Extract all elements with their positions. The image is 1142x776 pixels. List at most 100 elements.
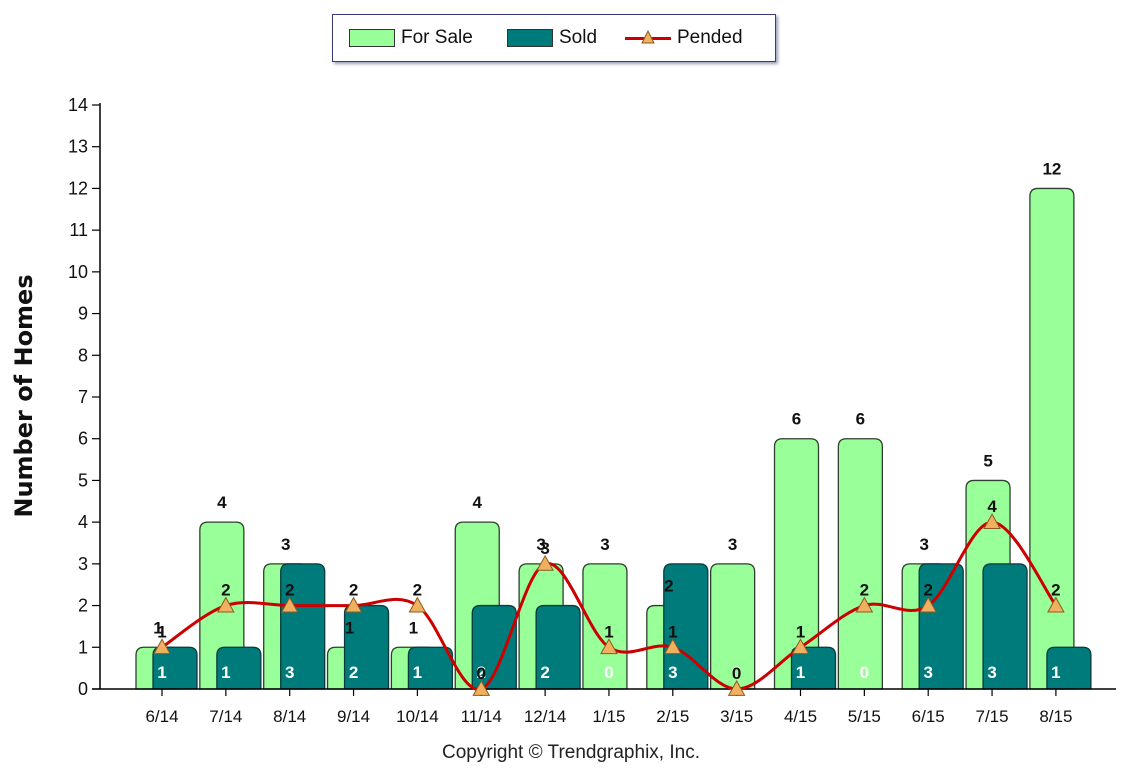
for-sale-label-3-15: 3 [728, 535, 737, 554]
sold-label-7-15: 3 [987, 663, 996, 682]
for-sale-label-2-15: 2 [664, 577, 673, 596]
for-sale-swatch [349, 29, 395, 47]
sold-label-6-14: 1 [157, 663, 166, 682]
for-sale-label-1-15: 3 [600, 535, 609, 554]
pended-label-9-14: 2 [349, 581, 358, 600]
y-tick-label-3: 3 [78, 554, 88, 574]
copyright-text: Copyright © Trendgraphix, Inc. [442, 742, 700, 763]
x-tick-label-4-15: 4/15 [784, 707, 817, 726]
y-tick-label-5: 5 [78, 470, 88, 490]
x-tick-label-6-14: 6/14 [145, 707, 178, 726]
x-tick-label-11-14: 11/14 [461, 707, 502, 726]
for-sale-label-6-14: 1 [153, 618, 162, 637]
pended-label-6-14: 1 [157, 622, 166, 641]
for-sale-label-7-14: 4 [217, 493, 227, 512]
x-tick-label-8-14: 8/14 [273, 707, 306, 726]
for-sale-label-5-15: 6 [856, 410, 865, 429]
y-tick-label-8: 8 [78, 345, 88, 365]
y-tick-label-6: 6 [78, 429, 88, 449]
sold-bar-7-15 [982, 563, 1028, 690]
sold-label-12-14: 2 [540, 663, 549, 682]
y-tick-label-14: 14 [68, 95, 88, 115]
y-tick-label-13: 13 [68, 137, 88, 157]
for-sale-bar-8-15 [1029, 187, 1075, 690]
legend-item-for-sale: For Sale [349, 27, 473, 49]
pended-label-8-14: 2 [285, 581, 294, 600]
x-tick-label-6-15: 6/15 [912, 707, 945, 726]
for-sale-label-11-14: 4 [473, 493, 483, 512]
pended-label-10-14: 2 [413, 581, 422, 600]
for-sale-bar-1-15 [582, 563, 628, 690]
sold-bar-6-15 [918, 563, 964, 690]
sold-label-5-15: 0 [860, 663, 869, 682]
pended-label-2-15: 1 [668, 622, 677, 641]
pended-label-3-15: 0 [732, 664, 741, 683]
legend-item-pended: Pended [625, 27, 743, 49]
x-tick-label-3-15: 3/15 [720, 707, 753, 726]
sold-label-4-15: 1 [796, 663, 805, 682]
pended-label-12-14: 3 [540, 539, 549, 558]
pended-marker-11-14 [472, 679, 491, 696]
pended-marker-3-15 [727, 679, 746, 696]
sold-bar-8-15 [1046, 646, 1092, 690]
for-sale-label-10-14: 1 [409, 618, 418, 637]
for-sale-bar-4-15 [773, 438, 820, 690]
sold-label-9-14: 2 [349, 663, 358, 682]
sold-bar-12-14 [535, 604, 581, 690]
pended-marker-8-14 [280, 596, 299, 613]
y-tick-label-2: 2 [78, 596, 88, 616]
for-sale-label-8-14: 3 [281, 535, 290, 554]
pended-label-7-14: 2 [221, 581, 230, 600]
for-sale-label-12-14: 3 [536, 535, 545, 554]
legend-label-for-sale: For Sale [401, 27, 473, 48]
y-tick-label-12: 12 [68, 178, 88, 198]
bars-layer [135, 187, 1092, 690]
sold-bar-2-15 [663, 563, 709, 690]
pended-marker-8-15 [1047, 596, 1065, 613]
y-tick-label-9: 9 [78, 304, 88, 324]
pended-marker-5-15 [855, 596, 874, 613]
x-tick-label-2-15: 2/15 [656, 707, 689, 726]
pended-marker-1-15 [600, 638, 618, 655]
sold-label-1-15: 0 [604, 663, 613, 682]
pended-label-11-14: 0 [477, 664, 486, 683]
for-sale-label-6-15: 3 [919, 535, 928, 554]
y-tick-label-11: 11 [69, 220, 88, 240]
for-sale-bar-5-15 [837, 438, 883, 690]
sold-bar-7-14 [216, 646, 262, 690]
pended-marker-6-14 [153, 638, 171, 655]
sold-label-11-14: 2 [477, 663, 486, 682]
legend: For Sale Sold Pended [332, 14, 776, 62]
for-sale-bar-3-15 [710, 563, 756, 690]
y-axis-title: Number of Homes [10, 274, 38, 518]
x-tick-label-12-14: 12/14 [524, 707, 567, 726]
x-tick-label-1-15: 1/15 [592, 707, 625, 726]
x-tick-label-7-15: 7/15 [976, 707, 1009, 726]
pended-line-layer [153, 513, 1065, 696]
for-sale-label-8-15: 12 [1042, 159, 1061, 178]
x-tick-label-9-14: 9/14 [337, 707, 370, 726]
y-tick-label-7: 7 [78, 387, 88, 407]
sold-bar-6-14 [152, 646, 198, 690]
sold-label-3-15: 0 [732, 663, 741, 682]
pended-marker-12-14 [536, 554, 554, 571]
x-tick-label-8-15: 8/15 [1039, 707, 1072, 726]
sold-bar-9-14 [343, 604, 390, 690]
legend-label-pended: Pended [677, 27, 743, 48]
for-sale-label-4-15: 6 [792, 410, 801, 429]
sold-label-2-15: 3 [668, 663, 677, 682]
legend-label-sold: Sold [559, 27, 598, 48]
sold-bar-8-14 [280, 563, 326, 690]
pended-marker-9-14 [344, 596, 363, 613]
pended-marker-7-15 [983, 513, 1001, 530]
sold-label-7-14: 1 [221, 663, 230, 682]
for-sale-label-7-15: 5 [983, 451, 992, 470]
sold-label-8-15: 1 [1051, 663, 1060, 682]
pended-swatch [625, 29, 671, 47]
x-tick-label-7-14: 7/14 [209, 707, 242, 726]
legend-item-sold: Sold [507, 27, 597, 49]
pended-marker-10-14 [408, 596, 427, 613]
y-tick-label-4: 4 [78, 512, 88, 532]
for-sale-label-9-14: 1 [345, 618, 354, 637]
